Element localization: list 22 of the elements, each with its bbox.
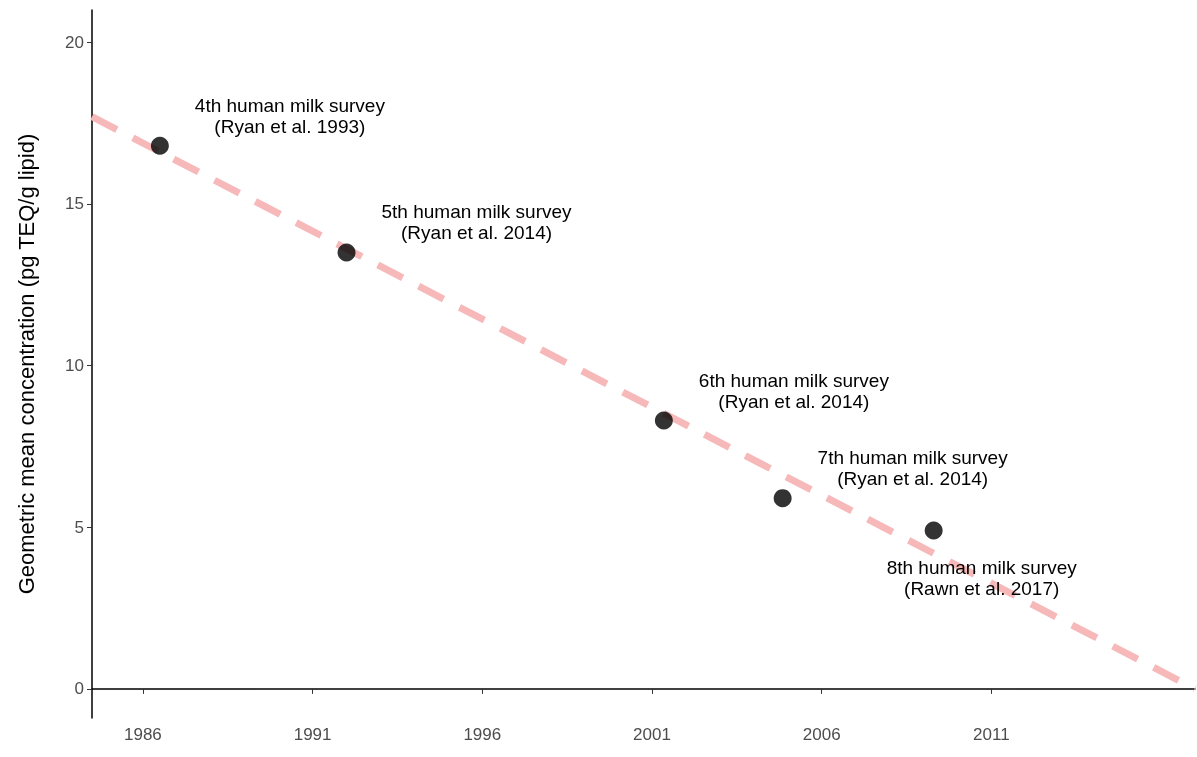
point (924, 521, 943, 540)
x-tick-label: 1986 (123, 725, 162, 744)
y-axis-title: Geometric mean concentration (pg TEQ/g lipid) (13, 133, 39, 595)
y-tick-label: 15 (65, 194, 84, 214)
point (337, 243, 356, 262)
y-tick-label: 0 (74, 679, 84, 699)
annotation: 8th human milk survey (Rawn et al. 2017) (886, 557, 1078, 600)
x-tick-label: 2011 (973, 725, 1010, 744)
y-tick-label: 10 (65, 356, 84, 376)
annotation: 5th human milk survey (Ryan et al. 2014) (381, 201, 573, 244)
y-tick-label: 5 (74, 517, 84, 537)
annotation: 7th human milk survey (Ryan et al. 2014) (817, 447, 1009, 490)
annotation: 4th human milk survey (Ryan et al. 1993) (194, 94, 386, 137)
y-tick-label: 20 (65, 32, 84, 52)
x-tick-label: 1996 (463, 725, 502, 744)
x-tick-label: 1991 (293, 725, 332, 744)
x-tick-label: 2006 (802, 725, 841, 744)
x-tick-label: 2001 (633, 725, 671, 744)
point (150, 136, 169, 155)
point (773, 489, 792, 508)
point (654, 411, 673, 430)
annotation: 6th human milk survey (Ryan et al. 2014) (698, 369, 890, 412)
